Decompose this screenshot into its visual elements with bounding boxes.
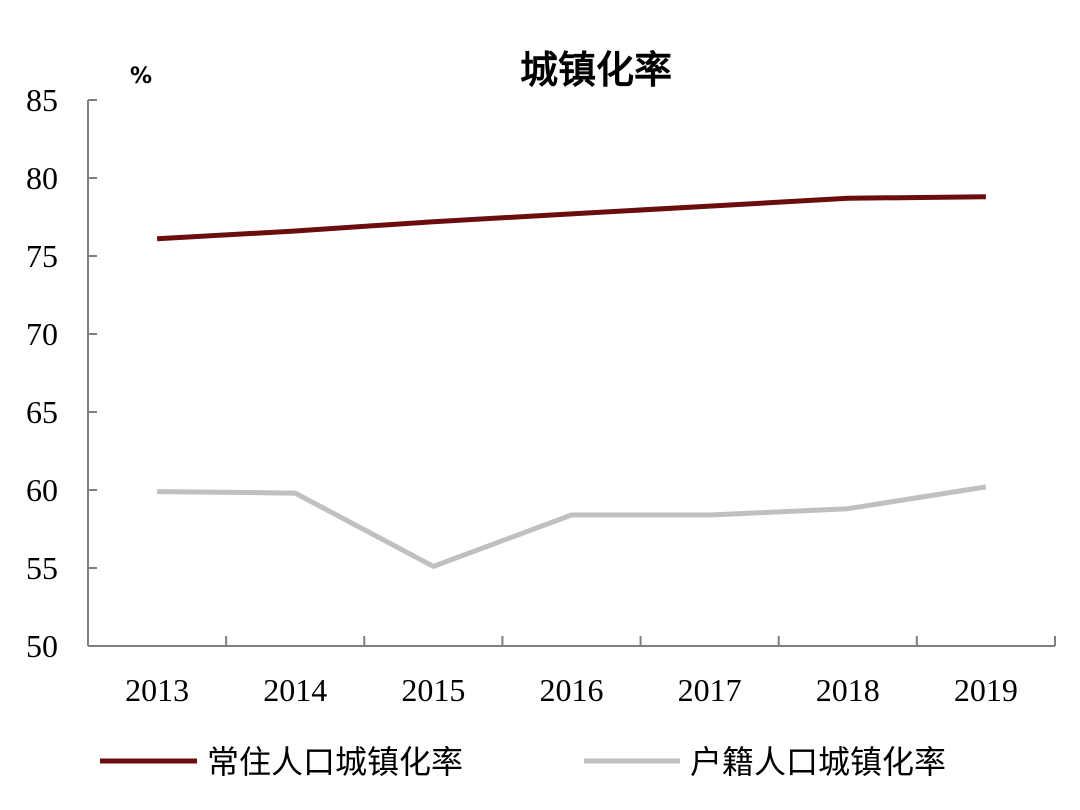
x-tick-label: 2013: [125, 672, 189, 708]
y-tick-label: 65: [26, 394, 58, 430]
series-layer: [156, 194, 987, 569]
y-tick-label: 75: [26, 238, 58, 274]
x-tick-label: 2015: [401, 672, 465, 708]
y-tick-label: 60: [26, 472, 58, 508]
x-axis-ticks: 2013 2014 2015 2016 2017 2018 2019: [125, 636, 1056, 708]
y-axis-unit-label: %: [130, 64, 152, 89]
y-tick-label: 55: [26, 550, 58, 586]
legend-label-1: 常住人口城镇化率: [207, 743, 463, 781]
x-tick-label: 2018: [816, 672, 880, 708]
x-tick-label: 2017: [678, 672, 742, 708]
y-tick-label: 85: [26, 82, 58, 118]
y-tick-label: 80: [26, 160, 58, 196]
y-tick-label: 70: [26, 316, 58, 352]
x-tick-label: 2014: [263, 672, 327, 708]
y-axis-ticks: 50 55 60 65 70 75 80 85: [26, 82, 97, 664]
x-tick-label: 2016: [540, 672, 604, 708]
legend-label-2: 户籍人口城镇化率: [690, 743, 946, 781]
legend: 常住人口城镇化率 户籍人口城镇化率: [100, 743, 946, 781]
series-line-2: [157, 484, 987, 569]
series-line-1: [156, 194, 986, 242]
chart-title: 城镇化率: [520, 48, 672, 92]
x-tick-label: 2019: [954, 672, 1018, 708]
y-tick-label: 50: [26, 628, 58, 664]
